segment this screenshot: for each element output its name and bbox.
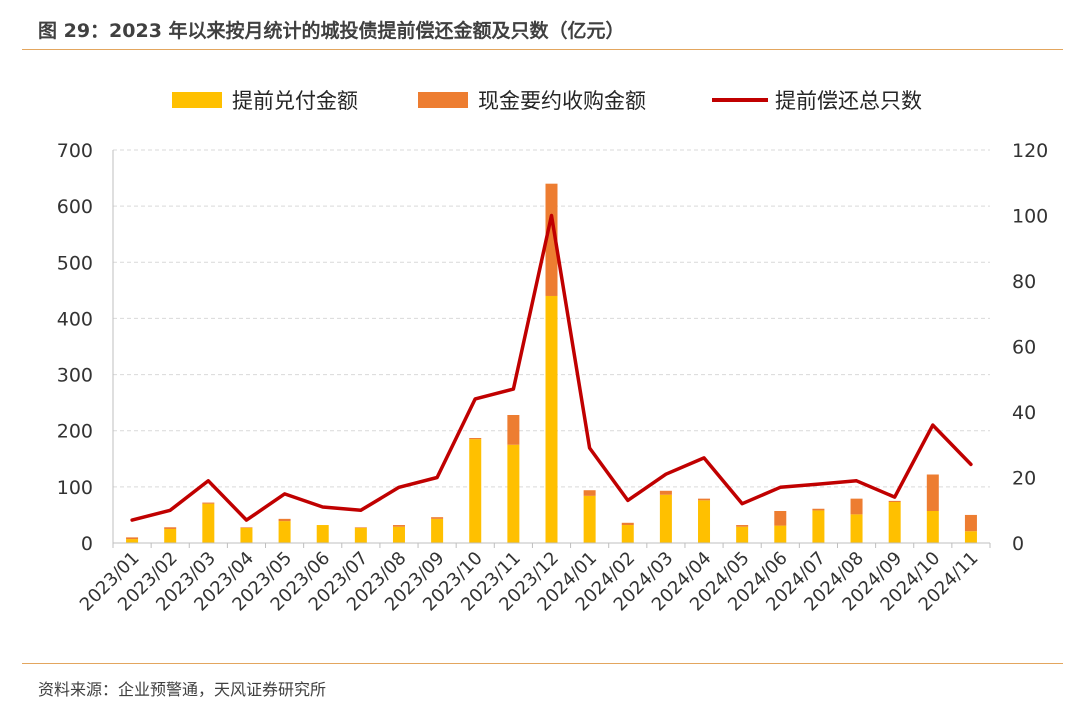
line-series	[130, 213, 973, 522]
bar-tender-offer	[278, 518, 291, 522]
bar-tender-offer	[736, 525, 749, 527]
y-left-tick-label: 700	[57, 140, 93, 162]
y-right-tick-label: 20	[1012, 468, 1036, 490]
axes	[112, 150, 991, 548]
bar-prepay	[202, 503, 215, 543]
y-left-tick-label: 300	[57, 365, 93, 387]
bar-prepay	[850, 514, 863, 543]
y-left-tick-label: 500	[57, 252, 93, 274]
bar-tender-offer	[164, 527, 177, 529]
bar-tender-offer	[964, 514, 977, 532]
y-right-tick-label: 60	[1012, 337, 1036, 359]
legend: 提前兑付金额 现金要约收购金额 提前偿还总只数	[172, 89, 922, 113]
y-right-tick-label: 40	[1012, 402, 1036, 424]
bar-prepay	[240, 527, 253, 543]
bar-tender-offer	[507, 414, 520, 445]
bar-series	[126, 183, 977, 543]
bar-tender-offer	[698, 498, 711, 501]
y-left-tick-label: 100	[57, 477, 93, 499]
bar-prepay	[698, 500, 711, 543]
y-right-tick-label: 100	[1012, 206, 1048, 228]
bar-prepay	[392, 526, 405, 543]
y-right-tick-label: 120	[1012, 140, 1048, 162]
bar-tender-offer	[659, 490, 672, 495]
bar-tender-offer	[240, 527, 253, 528]
bar-prepay	[278, 521, 291, 543]
bar-prepay	[888, 502, 901, 543]
bar-prepay	[736, 526, 749, 543]
bar-prepay	[316, 525, 329, 543]
legend-swatch-prepay	[172, 92, 222, 108]
bar-tender-offer	[545, 183, 558, 296]
legend-swatch-tender-offer	[418, 92, 468, 108]
bar-prepay	[659, 494, 672, 543]
y-right-tick-label: 80	[1012, 271, 1036, 293]
bar-prepay	[774, 525, 787, 543]
bar-tender-offer	[850, 498, 863, 515]
bar-tender-offer	[202, 502, 215, 504]
bar-prepay	[126, 539, 139, 543]
bar-tender-offer	[126, 537, 139, 540]
legend-label-tender-offer: 现金要约收购金额	[478, 89, 646, 113]
bar-prepay	[507, 444, 520, 543]
bar-tender-offer	[354, 527, 367, 528]
bar-tender-offer	[431, 517, 444, 519]
bar-tender-offer	[392, 525, 405, 527]
legend-label-prepay: 提前兑付金额	[232, 89, 358, 113]
bar-tender-offer	[469, 438, 482, 440]
bar-tender-offer	[621, 522, 634, 526]
y-right-tick-label: 0	[1012, 533, 1024, 555]
bar-tender-offer	[888, 500, 901, 503]
legend-label-count: 提前偿还总只数	[775, 89, 922, 113]
bar-prepay	[621, 525, 634, 543]
source-note: 资料来源：企业预警通，天风证券研究所	[38, 680, 327, 699]
bar-tender-offer	[812, 508, 825, 511]
bar-prepay	[164, 528, 177, 543]
gridlines	[113, 149, 990, 488]
bar-prepay	[812, 510, 825, 543]
bar-prepay	[583, 495, 596, 543]
y-left-tick-label: 0	[81, 533, 93, 555]
top-divider	[22, 49, 1063, 50]
bar-prepay	[431, 518, 444, 543]
bar-tender-offer	[774, 510, 787, 526]
bar-tender-offer	[926, 474, 939, 511]
y-left-tick-label: 400	[57, 308, 93, 330]
bar-tender-offer	[583, 490, 596, 496]
bar-prepay	[354, 527, 367, 543]
bar-prepay	[926, 510, 939, 543]
bottom-divider	[22, 663, 1063, 664]
y-left-tick-label: 200	[57, 421, 93, 443]
bar-prepay	[964, 531, 977, 543]
figure-title: 图 29：2023 年以来按月统计的城投债提前偿还金额及只数（亿元）	[38, 20, 625, 42]
y-left-tick-label: 600	[57, 196, 93, 218]
bar-prepay	[469, 439, 482, 543]
bar-prepay	[545, 295, 558, 543]
